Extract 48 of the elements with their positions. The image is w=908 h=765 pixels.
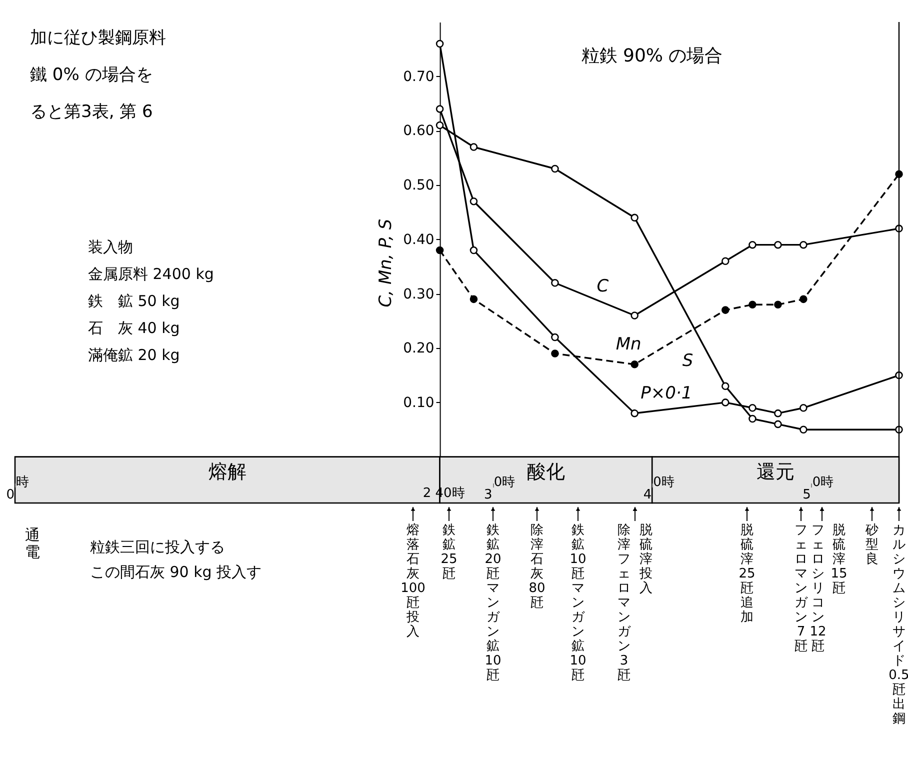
- text: 脱硫滓15瓩: [830, 523, 848, 596]
- annotation: 0時: [653, 475, 674, 490]
- x-tick-label: 3: [484, 488, 492, 502]
- text: 砂型良: [864, 523, 878, 567]
- text: 脱硫滓投入: [638, 523, 652, 596]
- y-tick-label: 0.50: [403, 178, 434, 194]
- text: 鉄鉱10瓩マンガン鉱10瓩: [570, 523, 586, 683]
- text: 通電: [25, 526, 40, 561]
- text: フェロマンガン7瓩: [794, 523, 808, 654]
- series-label: Mn: [616, 334, 642, 354]
- text: 鉄鉱20瓩マンガン鉱10瓩: [484, 523, 502, 683]
- x-tick-label: 0: [6, 488, 14, 502]
- text: 鉄鉱25瓩: [440, 523, 458, 582]
- band-label: 熔解: [208, 461, 246, 483]
- annotation: 鐵 0% の場合を: [30, 65, 153, 85]
- annotation: 装入物: [88, 238, 133, 256]
- annotation: ると第3表, 第 6: [30, 102, 153, 122]
- annotation: 金属原料 2400 kg: [88, 265, 214, 283]
- text: 除滓石灰80瓩: [528, 523, 546, 610]
- text: この間石灰 90 kg 投入す: [90, 563, 262, 581]
- annotation: 0時: [812, 475, 834, 490]
- series-label: P×0·1: [640, 384, 692, 404]
- text: フェロシリコン12瓩: [810, 523, 826, 654]
- y-tick-label: 0.70: [403, 68, 434, 85]
- y-axis-title: C, Mn, P, S: [376, 218, 396, 308]
- annotation: 滿俺鉱 20 kg: [88, 346, 180, 364]
- text: カルシウムシリサイド0.5瓩出鋼: [888, 523, 908, 726]
- series-label: C: [596, 276, 609, 296]
- y-tick-label: 0.10: [403, 394, 434, 411]
- annotation: 0時: [494, 475, 516, 490]
- text: 脱硫滓25瓩追加: [738, 523, 756, 625]
- text: 粒鉄三回に投入する: [90, 538, 225, 556]
- y-tick-label: 0.30: [403, 286, 434, 302]
- annotation: 加に従ひ製鋼原料: [30, 28, 166, 48]
- x-tick-label: 4: [643, 488, 652, 502]
- text: 除滓フェロマンガン3瓩: [618, 523, 630, 683]
- series-label: S: [682, 350, 694, 371]
- band-label: 還元: [756, 461, 795, 483]
- y-tick-label: 0.20: [403, 340, 434, 357]
- text: 粒鉄 90% の場合: [581, 45, 723, 66]
- annotation: 時: [16, 475, 29, 490]
- annotation: 石 灰 40 kg: [88, 319, 180, 337]
- band-label: 酸化: [526, 461, 565, 483]
- text: 熔落石灰100瓩投入: [400, 523, 426, 640]
- annotation: 鉄 鉱 50 kg: [88, 292, 180, 310]
- y-tick-label: 0.40: [403, 232, 434, 248]
- x-tick-label: 5: [802, 488, 811, 502]
- y-tick-label: 0.60: [403, 123, 434, 140]
